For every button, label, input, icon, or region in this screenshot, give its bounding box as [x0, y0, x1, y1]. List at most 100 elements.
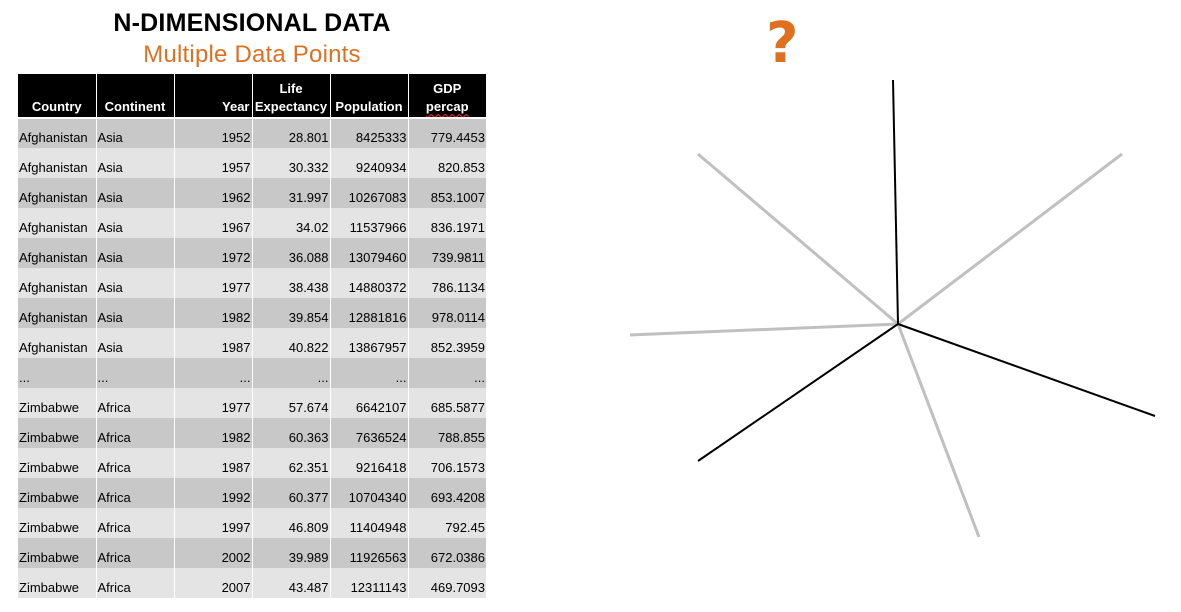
cell-life-expectancy: 39.854 — [251, 298, 330, 328]
question-mark-icon: ? — [766, 11, 799, 76]
cell-country: Zimbabwe — [18, 418, 96, 448]
cell-population: 12881816 — [329, 298, 408, 328]
axis-gray-lower — [896, 323, 981, 538]
cell-year: 1967 — [173, 208, 252, 238]
column-header-line2: percap — [411, 98, 485, 116]
cell-population: 12311143 — [329, 568, 408, 598]
axis-black-lower-left — [697, 323, 899, 462]
column-header-line2: Expectancy — [254, 99, 328, 114]
axis-gray-left — [629, 322, 899, 337]
cell-population: 9240934 — [329, 148, 408, 178]
cell-year: 1962 — [173, 178, 252, 208]
cell-country: Afghanistan — [18, 238, 96, 268]
table-row: Zimbabwe Africa 1987 62.351 9216418 706.1573 — [18, 448, 486, 478]
cell-year: 1987 — [173, 448, 252, 478]
axis-black-up — [892, 79, 899, 325]
column-header-line1: Life — [279, 81, 303, 96]
cell-life-expectancy: 34.02 — [251, 208, 330, 238]
table-body: Afghanistan Asia 1952 28.801 8425333 779.4453… — [18, 118, 486, 598]
column-header-line2-text: percap — [425, 99, 469, 114]
cell-continent: Asia — [95, 238, 174, 268]
cell-life-expectancy: 40.822 — [251, 328, 330, 358]
cell-year: 2007 — [173, 568, 252, 598]
cell-country: Zimbabwe — [18, 568, 96, 598]
cell-continent: Asia — [95, 298, 174, 328]
cell-population: 10704340 — [329, 478, 408, 508]
column-header-gdp-percap: GDP percap — [407, 74, 486, 119]
cell-population: 11537966 — [329, 208, 408, 238]
table-row: Afghanistan Asia 1987 40.822 13867957 852.395… — [18, 328, 486, 358]
table-row: Zimbabwe Africa 2002 39.989 11926563 672.0386 — [18, 538, 486, 568]
column-header-continent: Continent — [95, 74, 174, 119]
cell-year: 2002 — [173, 538, 252, 568]
cell-gdp-percap: 779.4453 — [407, 118, 486, 148]
cell-year: 1987 — [173, 328, 252, 358]
cell-year: 1977 — [173, 268, 252, 298]
cell-life-expectancy: 62.351 — [251, 448, 330, 478]
cell-gdp-percap: 792.45 — [407, 508, 486, 538]
cell-continent: Asia — [95, 118, 174, 148]
column-header-life-expectancy: Life Expectancy — [251, 74, 330, 119]
cell-continent: Asia — [95, 208, 174, 238]
cell-gdp-percap: 836.1971 — [407, 208, 486, 238]
cell-population: ... — [329, 358, 408, 388]
cell-gdp-percap: 820.853 — [407, 148, 486, 178]
table-row: Zimbabwe Africa 1982 60.363 7636524 788.855 — [18, 418, 486, 448]
table-row: Afghanistan Asia 1962 31.997 10267083 853.100… — [18, 178, 486, 208]
cell-population: 9216418 — [329, 448, 408, 478]
cell-life-expectancy: 38.438 — [251, 268, 330, 298]
table-row: Afghanistan Asia 1952 28.801 8425333 779.4453 — [18, 118, 486, 148]
cell-continent: Africa — [95, 568, 174, 598]
cell-gdp-percap: 852.3959 — [407, 328, 486, 358]
cell-gdp-percap: 978.0114 — [407, 298, 486, 328]
cell-year: 1982 — [173, 298, 252, 328]
cell-life-expectancy: 46.809 — [251, 508, 330, 538]
column-header-line1: GDP — [433, 81, 462, 96]
cell-life-expectancy: 57.674 — [251, 388, 330, 418]
cell-life-expectancy: 39.989 — [251, 538, 330, 568]
cell-continent: Africa — [95, 478, 174, 508]
cell-population: 13079460 — [329, 238, 408, 268]
cell-continent: Africa — [95, 538, 174, 568]
cell-continent: Africa — [95, 508, 174, 538]
cell-gdp-percap: 672.0386 — [407, 538, 486, 568]
table-row: Zimbabwe Africa 1977 57.674 6642107 685.5877 — [18, 388, 486, 418]
slide-subtitle: Multiple Data Points — [143, 41, 361, 68]
cell-population: 11926563 — [329, 538, 408, 568]
cell-population: 7636524 — [329, 418, 408, 448]
table-row: Afghanistan Asia 1982 39.854 12881816 978.011… — [18, 298, 486, 328]
cell-country: Zimbabwe — [18, 538, 96, 568]
table-row: Zimbabwe Africa 1997 46.809 11404948 792.45 — [18, 508, 486, 538]
cell-population: 6642107 — [329, 388, 408, 418]
column-header-line2: Country — [31, 99, 82, 114]
cell-gdp-percap: 469.7093 — [407, 568, 486, 598]
table-row: Zimbabwe Africa 1992 60.377 10704340 693.4208 — [18, 478, 486, 508]
cell-country: Zimbabwe — [18, 508, 96, 538]
cell-year: 1952 — [173, 118, 252, 148]
cell-life-expectancy: 60.363 — [251, 418, 330, 448]
cell-gdp-percap: 706.1573 — [407, 448, 486, 478]
column-header-line2: Year — [222, 99, 250, 114]
cell-life-expectancy: 31.997 — [251, 178, 330, 208]
cell-gdp-percap: ... — [407, 358, 486, 388]
slide-title: N-DIMENSIONAL DATA — [113, 9, 391, 37]
cell-gdp-percap: 788.855 — [407, 418, 486, 448]
cell-country: Afghanistan — [18, 178, 96, 208]
cell-population: 8425333 — [329, 118, 408, 148]
cell-year: 1982 — [173, 418, 252, 448]
cell-country: Zimbabwe — [18, 388, 96, 418]
cell-continent: Africa — [95, 448, 174, 478]
column-header-population: Population — [329, 74, 408, 119]
cell-continent: Africa — [95, 418, 174, 448]
cell-gdp-percap: 853.1007 — [407, 178, 486, 208]
cell-country: Zimbabwe — [18, 478, 96, 508]
cell-country: Afghanistan — [18, 118, 96, 148]
column-header-line2: Continent — [104, 99, 166, 114]
cell-continent: Africa — [95, 388, 174, 418]
cell-country: Afghanistan — [18, 328, 96, 358]
cell-continent: ... — [95, 358, 174, 388]
cell-population: 11404948 — [329, 508, 408, 538]
table-row: Afghanistan Asia 1977 38.438 14880372 786.113… — [18, 268, 486, 298]
cell-country: Afghanistan — [18, 268, 96, 298]
cell-gdp-percap: 739.9811 — [407, 238, 486, 268]
